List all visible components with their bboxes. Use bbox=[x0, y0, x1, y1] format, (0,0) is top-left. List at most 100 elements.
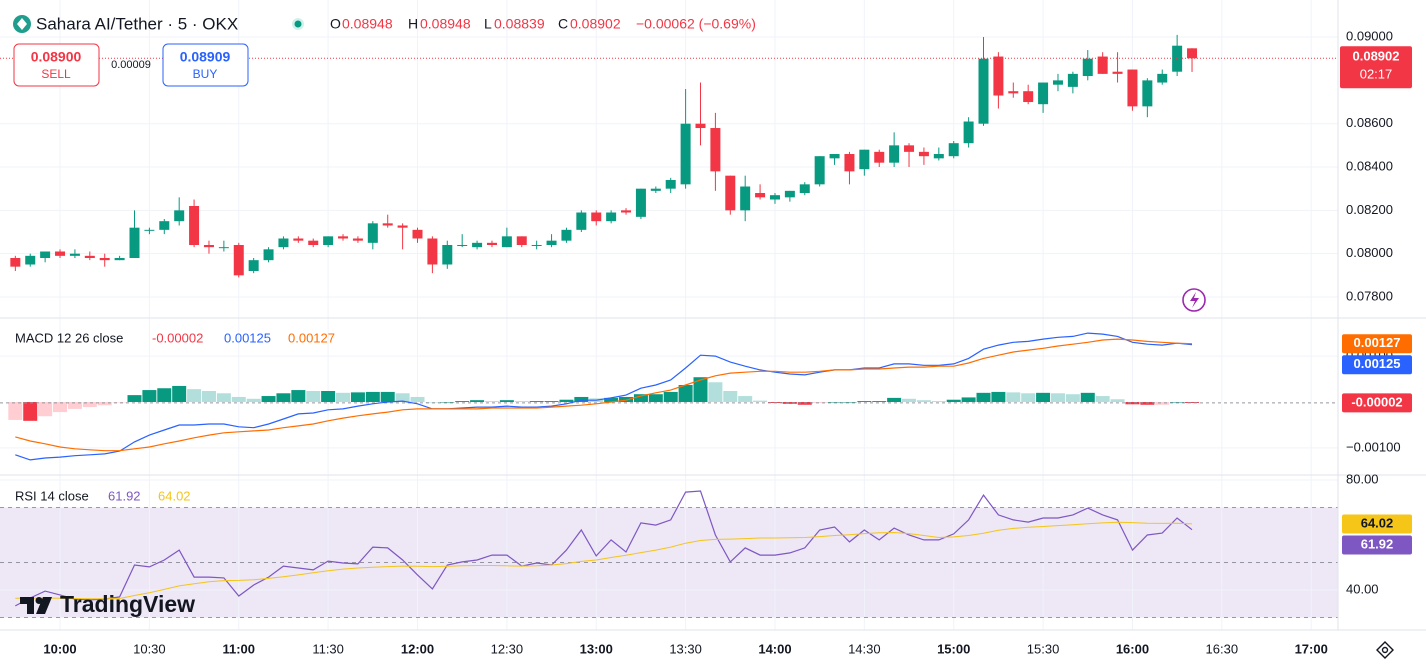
candle-body bbox=[993, 56, 1004, 96]
candle-body bbox=[1187, 48, 1198, 59]
x-tick-label: 16:30 bbox=[1206, 641, 1239, 656]
candle-body bbox=[501, 236, 512, 248]
candle-body bbox=[1038, 82, 1049, 105]
value-box bbox=[1342, 334, 1412, 354]
candle-body bbox=[1097, 56, 1108, 74]
brand-name: TradingView bbox=[60, 591, 195, 617]
candle-body bbox=[1023, 91, 1034, 103]
candle-body bbox=[576, 212, 587, 230]
y-tick-label: 0.07800 bbox=[1346, 288, 1393, 303]
alert-icon[interactable] bbox=[1182, 288, 1206, 312]
candle-body bbox=[784, 190, 795, 198]
histogram-bar bbox=[946, 399, 961, 403]
histogram-bar bbox=[1125, 402, 1140, 405]
x-tick-label: 12:30 bbox=[491, 641, 524, 656]
candle-body bbox=[904, 145, 915, 152]
candle-body bbox=[933, 154, 944, 159]
low-value: 0.08839 bbox=[494, 16, 545, 32]
histogram-bar bbox=[484, 401, 499, 403]
histogram-bar bbox=[380, 391, 395, 403]
symbol[interactable]: Sahara AI/Tether · 5 · OKX bbox=[36, 14, 238, 33]
candle-body bbox=[397, 225, 408, 228]
sell-label: SELL bbox=[41, 67, 71, 81]
histogram-bar bbox=[187, 389, 202, 403]
histogram-bar bbox=[663, 391, 678, 403]
histogram-bar bbox=[1080, 392, 1095, 403]
histogram-bar bbox=[1095, 396, 1110, 403]
sell-price: 0.08900 bbox=[31, 49, 82, 65]
histogram-bar bbox=[961, 397, 976, 403]
rsi-title: RSI 14 close bbox=[15, 488, 89, 503]
status-dot bbox=[294, 20, 302, 28]
close-value: 0.08902 bbox=[570, 16, 621, 32]
candle-body bbox=[591, 212, 602, 222]
candle-body bbox=[248, 260, 259, 271]
x-tick-label: 13:30 bbox=[669, 641, 702, 656]
brand: TradingView bbox=[20, 591, 195, 617]
histogram-bar bbox=[872, 401, 887, 403]
histogram-bar bbox=[1110, 399, 1125, 403]
last-price-label: 0.08902 bbox=[1353, 49, 1400, 64]
histogram-bar bbox=[425, 402, 440, 403]
symbol-icon-glyph bbox=[17, 18, 27, 30]
candle-body bbox=[621, 210, 632, 213]
histogram-bar bbox=[172, 385, 187, 403]
candle-body bbox=[710, 128, 721, 172]
candle-body bbox=[144, 229, 155, 231]
candle-body bbox=[25, 255, 36, 265]
histogram-bar bbox=[1065, 394, 1080, 403]
candle-body bbox=[740, 186, 751, 211]
value-box bbox=[1342, 355, 1412, 375]
alert-icon-bolt bbox=[1190, 292, 1199, 308]
macd-legend: MACD 12 26 close -0.00002 0.00125 0.0012… bbox=[15, 330, 335, 345]
candle-body bbox=[338, 236, 349, 239]
macd-title: MACD 12 26 close bbox=[15, 330, 123, 345]
candle-body bbox=[114, 257, 125, 261]
buy-button[interactable] bbox=[162, 43, 249, 87]
histogram-bar bbox=[470, 400, 485, 403]
histogram-bar bbox=[544, 401, 559, 403]
candle-body bbox=[263, 249, 274, 261]
sell-button[interactable] bbox=[13, 43, 100, 87]
series-line bbox=[15, 490, 1193, 607]
candle-body bbox=[99, 257, 110, 261]
candle-body bbox=[472, 242, 483, 248]
histogram-bar bbox=[753, 400, 768, 403]
x-tick-label: 15:30 bbox=[1027, 641, 1060, 656]
histogram-bar bbox=[82, 402, 97, 408]
histogram-bar bbox=[67, 402, 82, 409]
candle-body bbox=[367, 223, 378, 243]
candle-body bbox=[1052, 80, 1063, 85]
y-tick-label: 0.09000 bbox=[1346, 28, 1393, 43]
x-tick-label: 11:00 bbox=[222, 641, 255, 656]
y-tick-label: 0.08000 bbox=[1346, 245, 1393, 260]
histogram-bar bbox=[291, 390, 306, 403]
candle-body bbox=[859, 149, 870, 170]
histogram-bar bbox=[619, 396, 634, 403]
candle-body bbox=[308, 240, 319, 245]
candle-body bbox=[755, 193, 766, 198]
histogram-bar bbox=[812, 402, 827, 403]
candle-body bbox=[680, 123, 691, 185]
last-price-box bbox=[1340, 46, 1412, 89]
candle-body bbox=[323, 236, 334, 245]
histogram-bar bbox=[857, 401, 872, 403]
histogram-bar bbox=[529, 401, 544, 403]
histogram-bar bbox=[991, 391, 1006, 403]
settings-icon[interactable] bbox=[1376, 641, 1394, 659]
histogram-bar bbox=[499, 400, 514, 403]
candle-body bbox=[10, 257, 21, 267]
candle-body bbox=[442, 244, 453, 265]
brand-logo bbox=[35, 597, 43, 604]
candle-body bbox=[665, 180, 676, 189]
y-tick-label: 80.00 bbox=[1346, 471, 1379, 486]
histogram-bar bbox=[336, 392, 351, 403]
series-line bbox=[15, 521, 1193, 600]
candle-body bbox=[769, 195, 780, 200]
change: −0.00062 (−0.69%) bbox=[636, 16, 756, 32]
candle-body bbox=[174, 210, 185, 222]
histogram-bar bbox=[514, 401, 529, 403]
histogram-bar bbox=[842, 402, 857, 403]
